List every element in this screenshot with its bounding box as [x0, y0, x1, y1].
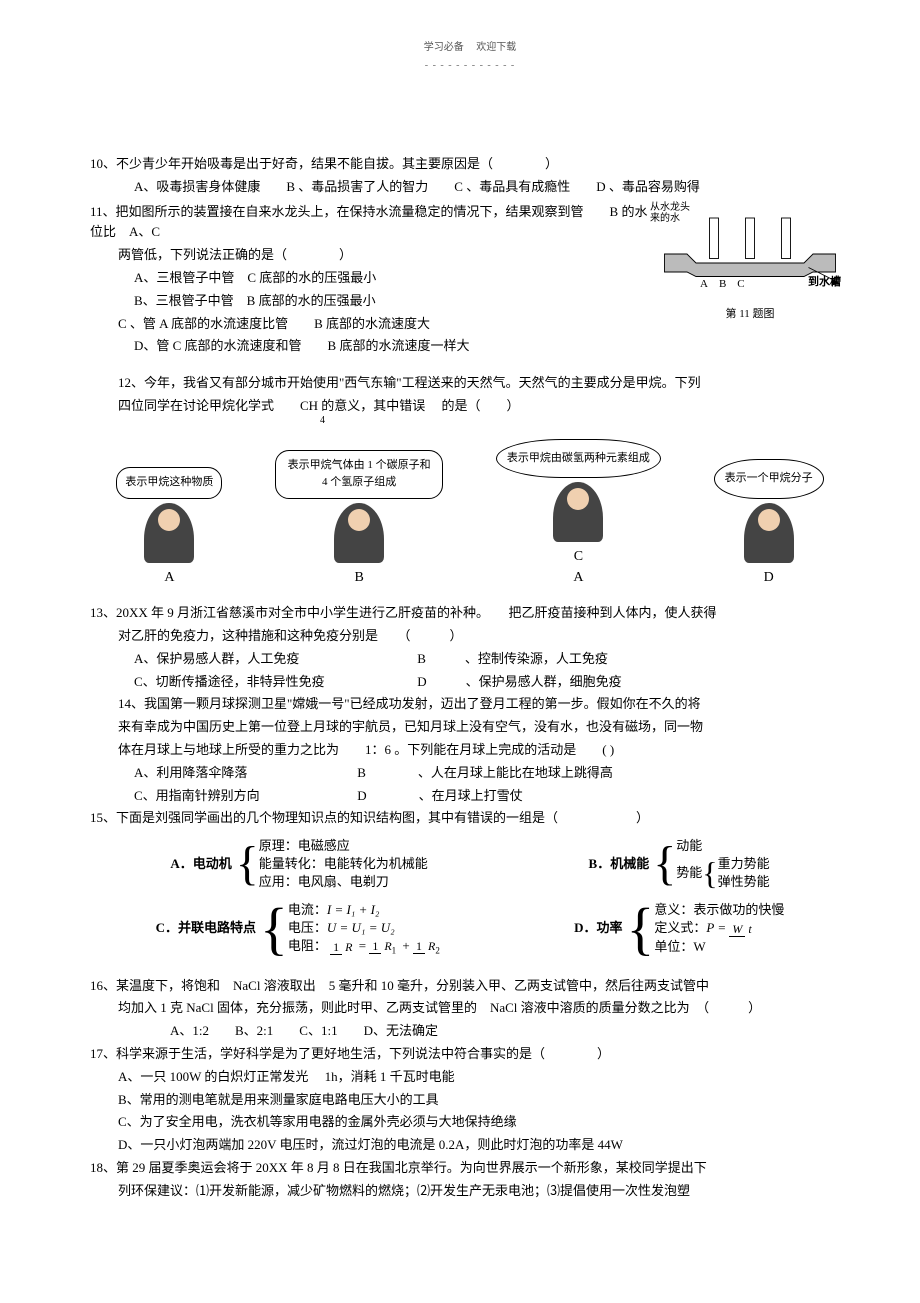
brace-icon: {: [653, 840, 676, 888]
q14-c: C、用指南针辨别方向: [134, 786, 354, 807]
q15-optC: C．并联电路特点 { 电流：I = I₁ + I₂ 电压：U = U₁ = U₂…: [156, 900, 443, 958]
fig-caption: 第 11 题图: [650, 306, 850, 324]
q13-b: B 、控制传染源，人工免疫: [417, 651, 608, 666]
q15-optA: A．电动机 { 原理：电磁感应 能量转化：电能转化为机械能 应用：电风扇、电剃刀: [170, 837, 427, 892]
kid-a-icon: [144, 503, 194, 563]
q12-figure-row: 表示甲烷这种物质 A 表示甲烷气体由 1 个碳原子和 4 个氢原子组成 B 表示…: [90, 439, 850, 589]
bubble-d: 表示一个甲烷分子: [714, 459, 824, 499]
q10-text: 10、不少青少年开始吸毒是出于好奇，结果不能自拔。其主要原因是（ ）: [90, 154, 850, 175]
kid-b-icon: [334, 503, 384, 563]
header-right: 欢迎下载: [476, 42, 516, 53]
brace-icon: {: [236, 840, 259, 888]
q15-B-l2: 重力势能: [718, 855, 770, 873]
label-a: A: [116, 567, 222, 589]
q14-a: A、利用降落伞降落: [134, 763, 354, 784]
brace-icon: {: [260, 900, 288, 958]
q13-d: D 、保护易感人群，细胞免疫: [417, 674, 621, 689]
bubble-b: 表示甲烷气体由 1 个碳原子和 4 个氢原子组成: [275, 450, 443, 499]
q14-line3: 体在月球上与地球上所受的重力之比为 1：6 。下列能在月球上完成的活动是 ( ): [90, 740, 850, 761]
q15-row2: C．并联电路特点 { 电流：I = I₁ + I₂ 电压：U = U₁ = U₂…: [90, 900, 850, 958]
q15-row1: A．电动机 { 原理：电磁感应 能量转化：电能转化为机械能 应用：电风扇、电剃刀…: [90, 837, 850, 892]
q10-opts: A、吸毒损害身体健康 B 、毒品损害了人的智力 C 、毒品具有成瘾性 D 、毒品…: [90, 177, 850, 198]
q17-c: C、为了安全用电，洗衣机等家用电器的金属外壳必须与大地保持绝缘: [90, 1112, 850, 1133]
page-header: 学习必备 欢迎下载: [90, 40, 850, 56]
header-dashes: - - - - - - - - - - - -: [90, 58, 850, 74]
fig-b: B: [719, 278, 726, 290]
speaker-a: 表示甲烷这种物质 A: [116, 467, 222, 589]
bubble-a: 表示甲烷这种物质: [116, 467, 222, 499]
q15-A-l2: 能量转化：电能转化为机械能: [259, 855, 428, 873]
q11-row: 11、把如图所示的装置接在自来水龙头上，在保持水流量稳定的情况下，结果观察到管 …: [90, 200, 850, 372]
q15-D-l2: 定义式：P = Wt: [654, 919, 784, 937]
fig-out-label: 到水槽: [808, 274, 920, 292]
speaker-d: 表示一个甲烷分子 D: [714, 459, 824, 589]
q15-A-l1: 原理：电磁感应: [259, 837, 428, 855]
q15-D-label: D．功率: [574, 918, 626, 939]
label-b: B: [275, 567, 443, 589]
label-d: D: [714, 567, 824, 589]
q13-row-cd: C、切断传播途径，非特异性免疫 D 、保护易感人群，细胞免疫: [90, 672, 850, 693]
q15-optB: B．机械能 { 动能 势能 { 重力势能 弹性势能: [589, 837, 770, 892]
q11-figure: 从水龙头 来的水 A B C 到水槽 第 11 题图: [650, 200, 850, 372]
q12-line2-text: 四位同学在讨论甲烷化学式 CH 的意义，其中错误 的是（ ）: [118, 398, 520, 413]
q15-D-l1: 意义：表示做功的快慢: [654, 901, 784, 919]
fig-c: C: [737, 278, 744, 290]
q18-line1: 18、第 29 届夏季奥运会将于 20XX 年 8 月 8 日在我国北京举行。为…: [90, 1158, 850, 1179]
speaker-b: 表示甲烷气体由 1 个碳原子和 4 个氢原子组成 B: [275, 450, 443, 590]
q15-B-l1: 动能: [676, 837, 769, 855]
q15-B-sub: 势能: [676, 864, 702, 882]
q13-row-ab: A、保护易感人群，人工免疫 B 、控制传染源，人工免疫: [90, 649, 850, 670]
exam-page: 学习必备 欢迎下载 - - - - - - - - - - - - 10、不少青…: [0, 0, 920, 1244]
q14-line1: 14、我国第一颗月球探测卫星"嫦娥一号"已经成功发射，迈出了登月工程的第一步。假…: [90, 694, 850, 715]
q15-optD: D．功率 { 意义：表示做功的快慢 定义式：P = Wt 单位：W: [574, 900, 784, 958]
q14-row-ab: A、利用降落伞降落 B 、人在月球上能比在地球上跳得高: [90, 763, 850, 784]
q17-a: A、一只 100W 的白炽灯正常发光 1h，消耗 1 千瓦时电能: [90, 1067, 850, 1088]
q14-line2: 来有幸成为中国历史上第一位登上月球的宇航员，已知月球上没有空气，没有水，也没有磁…: [90, 717, 850, 738]
q18-line2: 列环保建议：⑴开发新能源，减少矿物燃料的燃烧；⑵开发生产无汞电池；⑶提倡使用一次…: [90, 1181, 850, 1202]
q17-b: B、常用的测电笔就是用来测量家庭电路电压大小的工具: [90, 1090, 850, 1111]
kid-d-icon: [744, 503, 794, 563]
label-c2: A: [496, 567, 661, 589]
q16-line1: 16、某温度下，将饱和 NaCl 溶液取出 5 毫升和 10 毫升，分别装入甲、…: [90, 976, 850, 997]
q11-opt-d: D、管 C 底部的水流速度和管 B 底部的水流速度一样大: [90, 336, 650, 357]
q13-a: A、保护易感人群，人工免疫: [134, 649, 414, 670]
brace-icon: {: [627, 900, 655, 958]
q15-C-l1: 电流：I = I₁ + I₂: [288, 901, 443, 919]
q14-b: B 、人在月球上能比在地球上跳得高: [357, 765, 613, 780]
q11-line2: 两管低，下列说法正确的是（ ）: [90, 245, 650, 266]
q11-opt-b: B、三根管子中管 B 底部的水的压强最小: [90, 291, 650, 312]
q17-d: D、一只小灯泡两端加 220V 电压时，流过灯泡的电流是 0.2A，则此时灯泡的…: [90, 1135, 850, 1156]
q16-opts: A、1:2 B、2:1 C、1:1 D、无法确定: [90, 1021, 850, 1042]
kid-c-icon: [553, 482, 603, 542]
q15-C-l2: 电压：U = U₁ = U₂: [288, 919, 443, 937]
speaker-c: 表示甲烷由碳氢两种元素组成 C A: [496, 439, 661, 589]
q14-row-cd: C、用指南针辨别方向 D 、在月球上打雪仗: [90, 786, 850, 807]
q14-d: D 、在月球上打雪仗: [357, 788, 522, 803]
q11-opt-a: A、三根管子中管 C 底部的水的压强最小: [90, 268, 650, 289]
label-c1: C: [496, 546, 661, 568]
q13-line1: 13、20XX 年 9 月浙江省慈溪市对全市中小学生进行乙肝疫苗的补种。 把乙肝…: [90, 603, 850, 624]
q15-B-label: B．机械能: [589, 854, 654, 875]
q13-c: C、切断传播途径，非特异性免疫: [134, 672, 414, 693]
fig-a: A: [700, 278, 708, 290]
q15-C-l3: 电阻： 1R = 1R1 + 1R2: [288, 937, 443, 957]
q15-C-label: C．并联电路特点: [156, 918, 260, 939]
brace-icon: {: [702, 857, 717, 889]
header-left: 学习必备: [424, 42, 464, 53]
q12-line1: 12、今年，我省又有部分城市开始使用"西气东输"工程送来的天然气。天然气的主要成…: [90, 373, 850, 394]
q15-B-l3: 弹性势能: [718, 873, 770, 891]
q15-D-l3: 单位：W: [654, 938, 784, 956]
q17-text: 17、科学来源于生活，学好科学是为了更好地生活，下列说法中符合事实的是（ ）: [90, 1044, 850, 1065]
q15-A-label: A．电动机: [170, 854, 235, 875]
q11-opt-c: C 、管 A 底部的水流速度比管 B 底部的水流速度大: [90, 314, 650, 335]
q13-line2: 对乙肝的免疫力，这种措施和这种免疫分别是 （ ）: [90, 626, 850, 647]
q16-line2: 均加入 1 克 NaCl 固体，充分振荡，则此时甲、乙两支试管里的 NaCl 溶…: [90, 998, 850, 1019]
q15-text: 15、下面是刘强同学画出的几个物理知识点的知识结构图，其中有错误的一组是（ ）: [90, 808, 850, 829]
fig-in-label: 从水龙头 来的水: [650, 202, 690, 224]
q15-A-l3: 应用：电风扇、电剃刀: [259, 873, 428, 891]
bubble-c: 表示甲烷由碳氢两种元素组成: [496, 439, 661, 479]
q11-line1: 11、把如图所示的装置接在自来水龙头上，在保持水流量稳定的情况下，结果观察到管 …: [90, 202, 650, 244]
